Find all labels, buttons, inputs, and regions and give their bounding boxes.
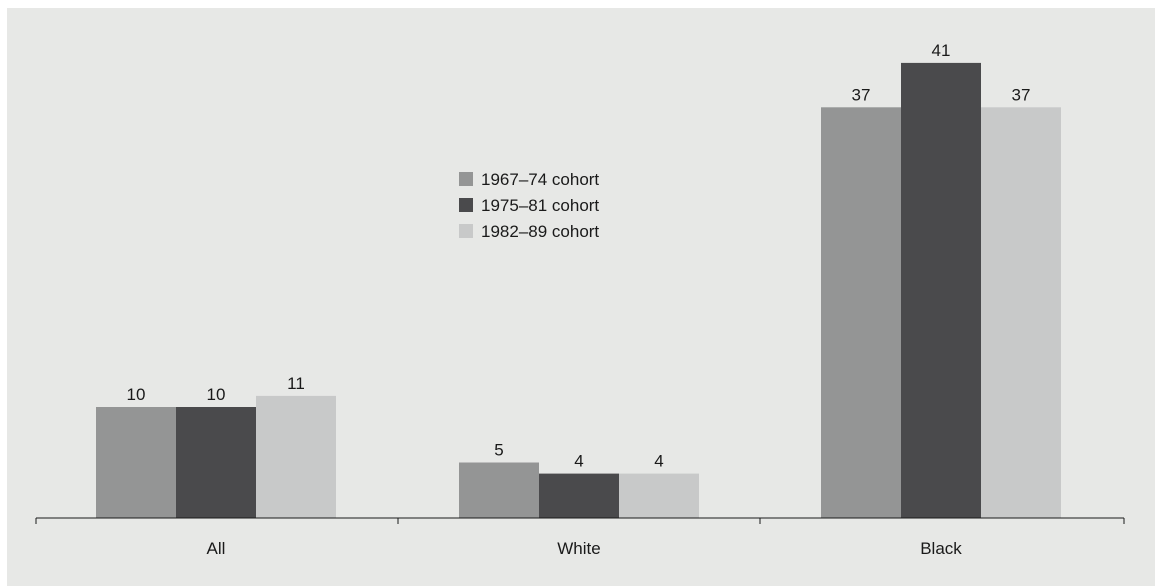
bar-black-series-3 <box>981 107 1061 519</box>
legend-swatch <box>459 224 473 238</box>
bar-all-series-2 <box>176 407 256 518</box>
category-labels: All White Black <box>207 539 963 558</box>
value-label: 5 <box>494 441 503 460</box>
legend-swatch <box>459 198 473 212</box>
category-label-black: Black <box>920 539 962 558</box>
bar-black-series-2 <box>901 62 981 519</box>
value-label: 11 <box>287 374 305 393</box>
legend-swatch <box>459 172 473 186</box>
legend-label: 1967–74 cohort <box>481 169 600 189</box>
value-labels-layer: 10 10 11 5 4 4 37 41 37 <box>127 41 1031 471</box>
legend-item-3: 1982–89 cohort <box>459 218 599 244</box>
category-label-white: White <box>557 539 600 558</box>
value-label: 4 <box>574 452 583 471</box>
value-label: 10 <box>127 385 146 404</box>
value-label: 4 <box>654 452 663 471</box>
legend-item-2: 1975–81 cohort <box>459 192 599 218</box>
value-label: 10 <box>207 385 226 404</box>
bar-white-series-3 <box>619 473 699 518</box>
bar-all-series-3 <box>256 395 336 518</box>
category-label-all: All <box>207 539 226 558</box>
value-label: 41 <box>932 41 951 60</box>
value-label: 37 <box>852 85 871 104</box>
x-axis-ticks <box>35 518 1125 524</box>
legend-item-1: 1967–74 cohort <box>459 166 599 192</box>
legend-label: 1975–81 cohort <box>481 195 600 215</box>
value-label: 37 <box>1012 85 1031 104</box>
bar-white-series-2 <box>539 473 619 518</box>
legend: 1967–74 cohort 1975–81 cohort 1982–89 coho… <box>459 166 599 244</box>
legend-label: 1982–89 cohort <box>481 221 600 241</box>
bar-black-series-1 <box>821 107 901 519</box>
bar-all-series-1 <box>96 407 176 518</box>
bars-layer <box>96 62 1061 519</box>
bar-white-series-1 <box>459 462 539 518</box>
